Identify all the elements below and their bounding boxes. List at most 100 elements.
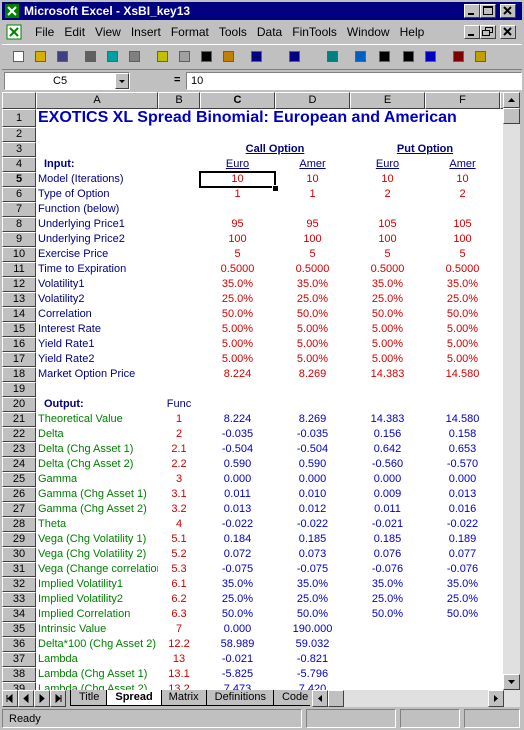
cell[interactable]: 0.016 (448, 503, 477, 515)
cell[interactable]: 5.00% (446, 338, 479, 350)
toolbar-button[interactable] (80, 47, 102, 68)
menu-item[interactable]: Format (170, 25, 209, 39)
toolbar-button[interactable] (420, 47, 442, 68)
row-header[interactable]: 10 (2, 247, 36, 262)
menu-item[interactable]: File (35, 25, 55, 39)
row-header[interactable]: 23 (2, 442, 36, 457)
cell[interactable]: 6.1 (171, 578, 187, 590)
toolbar-button[interactable] (196, 47, 218, 68)
cell[interactable]: Gamma (Chg Asset 2) (38, 503, 147, 515)
row-header[interactable]: 15 (2, 322, 36, 337)
row-header[interactable]: 8 (2, 217, 36, 232)
row-header[interactable]: 14 (2, 307, 36, 322)
cell[interactable]: Lambda (38, 653, 78, 665)
cell[interactable]: 0.011 (374, 503, 401, 515)
cell[interactable]: 95 (231, 218, 244, 230)
cell[interactable]: Amer (299, 158, 326, 170)
cell[interactable]: 0.5000 (220, 263, 255, 275)
cell[interactable]: Theta (38, 518, 67, 530)
cell[interactable]: 35.0% (221, 278, 254, 290)
row-header[interactable]: 19 (2, 382, 36, 397)
scroll-left[interactable] (312, 690, 328, 707)
doc-minimize[interactable] (464, 25, 480, 39)
row-header[interactable]: 35 (2, 622, 36, 637)
cell[interactable]: 50.0% (221, 308, 254, 320)
cell[interactable]: 35.0% (446, 278, 479, 290)
cell[interactable]: Underlying Price1 (38, 218, 125, 230)
cell[interactable]: 25.0% (296, 293, 329, 305)
cell[interactable]: 8.269 (298, 368, 327, 380)
cell[interactable]: 0.000 (298, 473, 327, 485)
select-all[interactable] (2, 92, 36, 109)
cell[interactable]: 50.0% (446, 308, 479, 320)
cell[interactable]: -0.021 (371, 518, 404, 530)
cell[interactable]: 0.000 (448, 473, 477, 485)
cell[interactable]: Delta (38, 428, 64, 440)
cell[interactable]: 2.2 (171, 458, 187, 470)
cell[interactable]: -0.570 (446, 458, 479, 470)
cell[interactable]: 10 (231, 173, 244, 185)
cell[interactable]: 0.012 (298, 503, 327, 515)
cell[interactable]: 8.269 (298, 413, 327, 425)
cell[interactable]: 50.0% (296, 608, 329, 620)
toolbar-button[interactable] (152, 47, 174, 68)
cell[interactable]: 5 (234, 248, 241, 260)
menu-item[interactable]: View (95, 25, 121, 39)
row-header[interactable]: 4 (2, 157, 36, 172)
cell[interactable]: 0.013 (448, 488, 477, 500)
cell[interactable]: 3.1 (171, 488, 187, 500)
scroll-thumb[interactable] (503, 108, 520, 124)
cell[interactable]: 0.013 (223, 503, 252, 515)
cell[interactable]: Input: (44, 158, 75, 170)
cell[interactable]: 0.590 (223, 458, 252, 470)
sheet-tab[interactable]: Title (70, 690, 109, 706)
cell[interactable]: -0.076 (371, 563, 404, 575)
row-header[interactable]: 17 (2, 352, 36, 367)
row-header[interactable]: 21 (2, 412, 36, 427)
cell[interactable]: 10 (456, 173, 469, 185)
cell[interactable]: 5.00% (221, 323, 254, 335)
cell[interactable]: 25.0% (221, 293, 254, 305)
row-header[interactable]: 24 (2, 457, 36, 472)
cell[interactable]: 100 (303, 233, 322, 245)
cell[interactable]: 35.0% (296, 578, 329, 590)
row-header[interactable]: 9 (2, 232, 36, 247)
cell[interactable]: 35.0% (371, 278, 404, 290)
cell[interactable]: -0.504 (296, 443, 329, 455)
toolbar-button[interactable] (374, 47, 396, 68)
scroll-right[interactable] (488, 690, 504, 707)
cell[interactable]: 6.2 (171, 593, 187, 605)
cell[interactable]: 0.077 (448, 548, 477, 560)
row-header[interactable]: 30 (2, 547, 36, 562)
cell[interactable]: 0.5000 (295, 263, 330, 275)
cell[interactable]: 5.00% (371, 353, 404, 365)
cell[interactable]: Implied Volatility2 (38, 593, 123, 605)
cell[interactable]: 50.0% (296, 308, 329, 320)
column-header[interactable]: A (36, 92, 158, 109)
cell[interactable]: 0.010 (298, 488, 327, 500)
row-header[interactable]: 37 (2, 652, 36, 667)
cell[interactable]: Volatility1 (38, 278, 85, 290)
cell[interactable]: Euro (225, 158, 250, 170)
cell[interactable]: 14.383 (370, 413, 405, 425)
menu-item[interactable]: Insert (130, 25, 161, 39)
cell[interactable]: 59.032 (295, 638, 330, 650)
column-header[interactable]: D (275, 92, 350, 109)
cell[interactable]: -0.035 (221, 428, 254, 440)
cell[interactable]: Put Option (396, 143, 454, 155)
formula-input[interactable]: 10 (186, 72, 522, 90)
cell[interactable]: 8.224 (223, 368, 252, 380)
cell[interactable]: 0.000 (223, 623, 252, 635)
cell[interactable]: 0.072 (223, 548, 252, 560)
cell[interactable]: -5.796 (296, 668, 329, 680)
cell[interactable]: 14.580 (445, 368, 480, 380)
toolbar-button[interactable] (174, 47, 196, 68)
row-header[interactable]: 39 (2, 682, 36, 690)
cell[interactable]: -0.560 (371, 458, 404, 470)
cell[interactable]: 25.0% (446, 593, 479, 605)
menu-item[interactable]: Tools (218, 25, 247, 39)
cell[interactable]: Output: (44, 398, 84, 410)
row-header[interactable]: 26 (2, 487, 36, 502)
row-header[interactable]: 16 (2, 337, 36, 352)
row-header[interactable]: 1 (2, 109, 36, 127)
